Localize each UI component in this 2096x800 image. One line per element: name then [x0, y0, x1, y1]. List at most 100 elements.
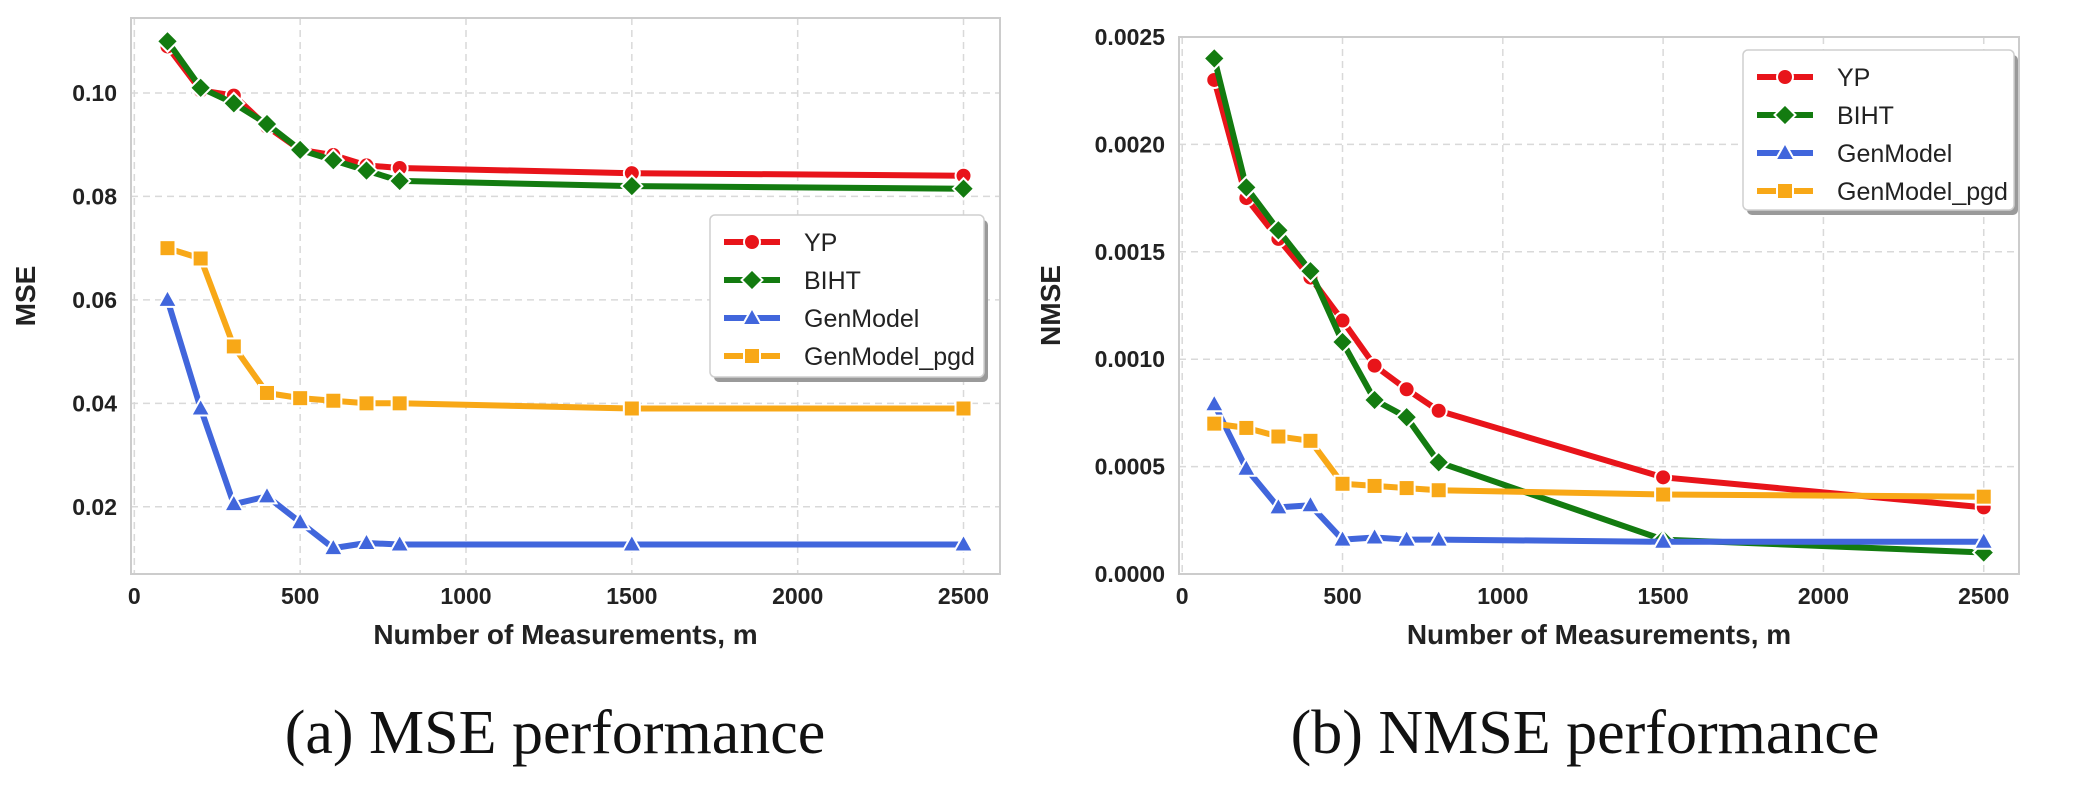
y-tick-label: 0.06 [72, 287, 117, 313]
legend-entry-yp: YP [724, 229, 837, 257]
data-point [357, 394, 376, 413]
series-line [1211, 55, 1987, 556]
chart-nmse: 0 500 1000 1500 2000 2500 0.0000 0.0005 0.0010 0.… [1035, 24, 2020, 650]
y-tick-label: 0.08 [72, 183, 117, 209]
data-point [1330, 330, 1355, 354]
legend-label: BIHT [1837, 102, 1894, 130]
data-point [322, 536, 345, 557]
legend-entry-biht: BIHT [1757, 102, 1894, 130]
x-tick-label: 2500 [1958, 583, 2009, 609]
legend-label: YP [1837, 64, 1870, 92]
legend-label: GenModel_pgd [804, 343, 975, 371]
legend-marker [743, 347, 761, 365]
data-point [1397, 479, 1416, 498]
legend-label: GenModel [804, 305, 919, 333]
data-point [951, 176, 976, 201]
legend: YP BIHT GenModel GenModel_pgd [1742, 49, 2018, 215]
legend-label: BIHT [804, 267, 861, 295]
data-point [1299, 493, 1322, 514]
data-point [1202, 46, 1227, 71]
legend-marker [740, 305, 764, 326]
y-tick-label: 0.0025 [1095, 24, 1166, 50]
legend-marker [1773, 140, 1797, 161]
y-tick-label: 0.0010 [1095, 346, 1165, 372]
legend-entry-genmodel-pgd: GenModel_pgd [1757, 178, 2008, 206]
legend-marker [740, 268, 764, 292]
data-point [188, 75, 213, 100]
data-point [255, 484, 279, 505]
legend-marker [1773, 103, 1797, 127]
x-tick-label: 2000 [772, 583, 823, 609]
x-tick-label: 1500 [1638, 583, 1689, 609]
data-point [954, 399, 973, 418]
x-tick-label: 1000 [440, 583, 491, 609]
y-tick-label: 0.0020 [1095, 131, 1165, 157]
data-point [221, 91, 246, 116]
x-tick-label: 0 [1176, 583, 1189, 609]
data-point [1397, 380, 1416, 399]
legend-box [1742, 49, 2015, 211]
legend-label: GenModel [1837, 140, 1952, 168]
x-tick-label: 2000 [1798, 583, 1849, 609]
data-point [1234, 175, 1259, 200]
data-point [1331, 527, 1354, 548]
data-point [1427, 527, 1450, 548]
data-point [1269, 427, 1288, 446]
data-point [390, 394, 409, 413]
data-point [189, 396, 212, 417]
series-line [164, 296, 967, 552]
data-point [622, 399, 641, 418]
plot-frame [130, 17, 1001, 575]
data-point [387, 169, 412, 193]
data-point [156, 287, 179, 308]
data-point [321, 148, 346, 173]
y-tick-label: 0.0005 [1095, 454, 1166, 480]
series-line [1211, 420, 1987, 500]
y-tick-label: 0.04 [72, 390, 117, 416]
data-point [1298, 259, 1323, 284]
series-genmodel [156, 287, 975, 557]
legend-entry-yp: YP [1757, 64, 1870, 92]
series-genmodel [1203, 392, 1995, 550]
y-axis-label: MSE [10, 266, 41, 327]
data-point [1237, 418, 1256, 437]
data-point [1654, 485, 1673, 504]
data-point [224, 337, 243, 356]
data-point [288, 510, 312, 531]
series-genmodel-pgd [1205, 414, 1993, 506]
data-point [388, 532, 411, 553]
data-point [1394, 405, 1419, 430]
x-tick-label: 1000 [1477, 583, 1528, 609]
data-point [354, 158, 379, 183]
data-point [1235, 456, 1258, 477]
legend-entry-genmodel-pgd: GenModel_pgd [724, 343, 975, 371]
data-point [1395, 527, 1418, 548]
caption-mse: (a) MSE performance [285, 699, 826, 767]
x-tick-label: 500 [1323, 583, 1361, 609]
x-tick-label: 500 [281, 583, 319, 609]
data-point [1429, 401, 1448, 420]
x-tick-label: 2500 [938, 583, 989, 609]
legend-entry-biht: BIHT [724, 267, 861, 295]
x-tick-label: 0 [128, 583, 141, 609]
data-point [291, 389, 310, 408]
series-biht [155, 29, 976, 201]
data-point [620, 532, 644, 553]
data-point [1205, 414, 1224, 433]
data-point [158, 239, 177, 258]
data-point [1365, 476, 1384, 495]
data-point [355, 530, 378, 551]
legend-marker [1776, 68, 1794, 86]
legend: YP BIHT GenModel GenModel_pgd [709, 214, 988, 382]
data-point [191, 249, 210, 268]
y-axis-label: NMSE [1035, 265, 1066, 346]
legend-box [709, 214, 985, 378]
legend-label: GenModel_pgd [1837, 178, 2008, 206]
x-tick-label: 1500 [606, 583, 657, 609]
data-point [222, 492, 246, 513]
y-tick-label: 0.10 [72, 80, 117, 106]
plot-frame [1178, 36, 2020, 575]
data-point [1333, 474, 1352, 493]
chart-mse: 0 500 1000 1500 2000 2500 0.02 0.04 0.06 0.08 0.10… [10, 17, 1001, 650]
